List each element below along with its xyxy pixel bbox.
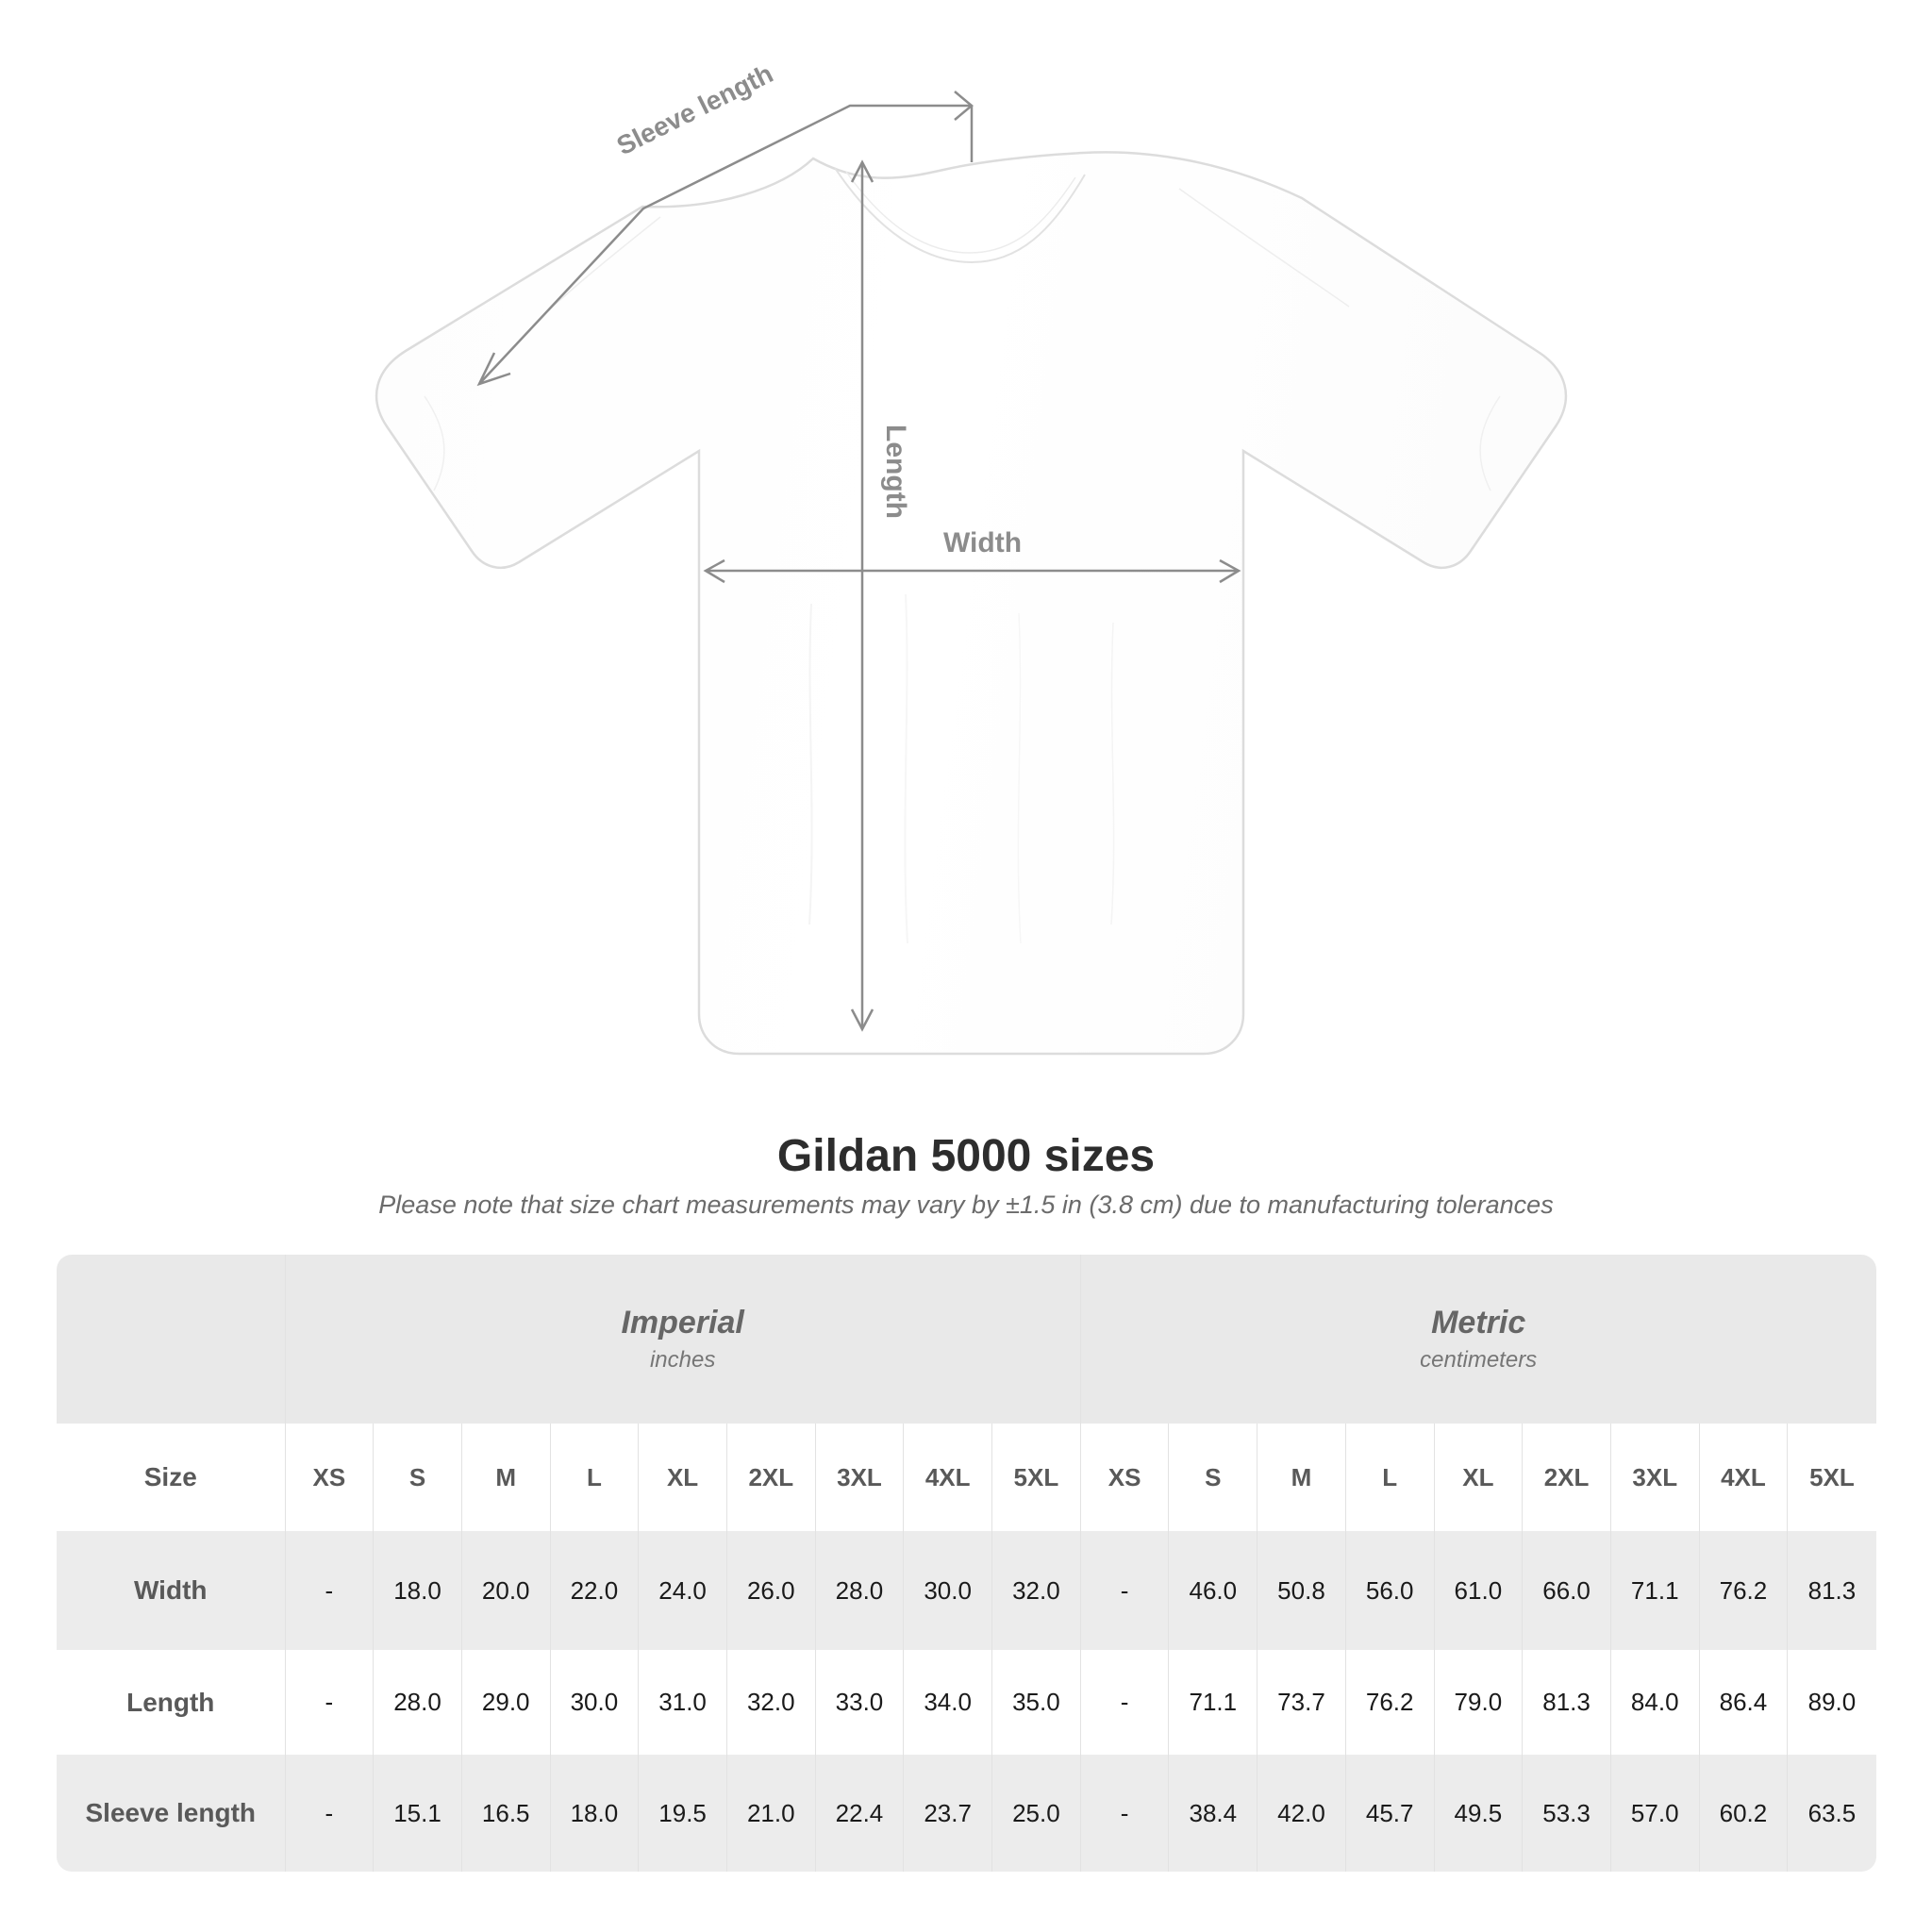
svg-text:Width: Width [943,527,1022,558]
svg-text:Length: Length [880,425,911,519]
svg-text:Sleeve length: Sleeve length [612,58,777,160]
